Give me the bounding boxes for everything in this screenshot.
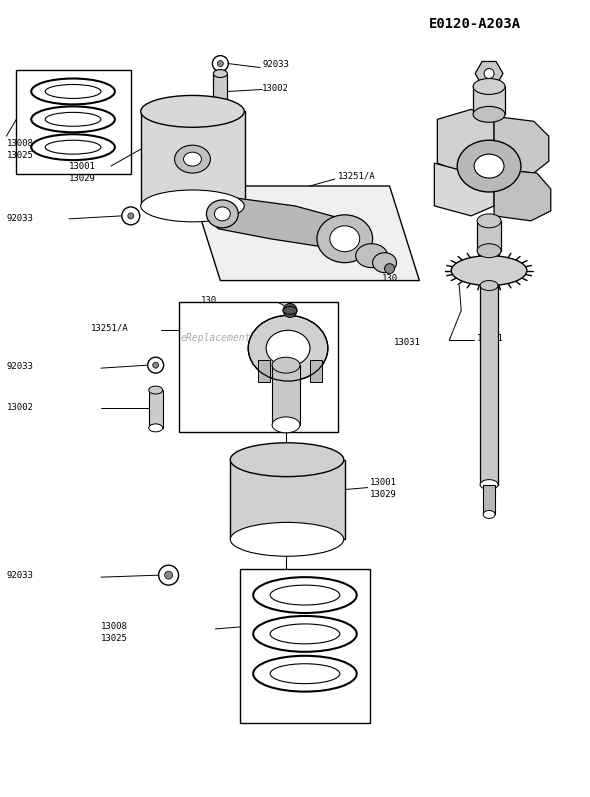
Ellipse shape xyxy=(214,108,227,116)
Polygon shape xyxy=(191,186,419,281)
Ellipse shape xyxy=(248,316,328,381)
Polygon shape xyxy=(494,116,549,173)
Polygon shape xyxy=(494,169,551,221)
Text: 13008: 13008 xyxy=(6,139,33,147)
Bar xyxy=(149,390,163,428)
Ellipse shape xyxy=(272,417,300,433)
Bar xyxy=(141,112,245,206)
Text: 130: 130 xyxy=(201,296,217,305)
Circle shape xyxy=(148,357,163,373)
Ellipse shape xyxy=(477,244,501,257)
Polygon shape xyxy=(434,163,494,216)
Polygon shape xyxy=(475,61,503,85)
Circle shape xyxy=(153,362,159,368)
Ellipse shape xyxy=(270,664,340,684)
Circle shape xyxy=(217,61,224,67)
Text: 13251/A: 13251/A xyxy=(338,171,375,181)
Bar xyxy=(258,360,270,382)
Ellipse shape xyxy=(473,79,505,94)
Text: eReplacementParts.com: eReplacementParts.com xyxy=(181,333,304,344)
Ellipse shape xyxy=(457,140,521,192)
Circle shape xyxy=(165,571,173,579)
Text: 13008: 13008 xyxy=(101,622,128,631)
Ellipse shape xyxy=(480,480,498,489)
Text: 92033: 92033 xyxy=(6,362,33,371)
Text: 13025: 13025 xyxy=(101,634,128,643)
Ellipse shape xyxy=(45,84,101,98)
Text: 13002: 13002 xyxy=(262,84,289,93)
Text: 13029: 13029 xyxy=(69,174,96,183)
Ellipse shape xyxy=(272,357,300,373)
Text: 13251/A: 13251/A xyxy=(91,324,129,333)
Text: 13002: 13002 xyxy=(6,403,33,413)
Circle shape xyxy=(122,207,140,225)
Polygon shape xyxy=(208,198,365,249)
Text: 13025: 13025 xyxy=(6,151,33,159)
Ellipse shape xyxy=(175,145,211,173)
Ellipse shape xyxy=(473,106,505,122)
Circle shape xyxy=(283,304,297,317)
Ellipse shape xyxy=(149,424,163,432)
Ellipse shape xyxy=(45,140,101,154)
Bar xyxy=(214,73,227,112)
Bar xyxy=(483,485,495,514)
Ellipse shape xyxy=(270,624,340,644)
Ellipse shape xyxy=(283,306,297,314)
Text: 13001: 13001 xyxy=(69,162,96,171)
Ellipse shape xyxy=(270,585,340,605)
Text: 92033: 92033 xyxy=(262,60,289,69)
Ellipse shape xyxy=(214,207,230,221)
Circle shape xyxy=(385,264,395,273)
Bar xyxy=(473,87,505,114)
Ellipse shape xyxy=(474,154,504,178)
Circle shape xyxy=(128,213,134,219)
Bar xyxy=(272,365,300,425)
Ellipse shape xyxy=(356,244,388,268)
Ellipse shape xyxy=(183,152,201,166)
Polygon shape xyxy=(437,109,494,176)
Text: E0120-A203A: E0120-A203A xyxy=(430,17,522,31)
Text: 13031: 13031 xyxy=(477,334,504,343)
Ellipse shape xyxy=(480,281,498,291)
Ellipse shape xyxy=(141,190,244,222)
Ellipse shape xyxy=(451,256,527,285)
Text: 92033: 92033 xyxy=(6,214,33,223)
Ellipse shape xyxy=(477,214,501,228)
Ellipse shape xyxy=(149,386,163,394)
Ellipse shape xyxy=(45,112,101,126)
Ellipse shape xyxy=(214,69,227,77)
Circle shape xyxy=(484,69,494,79)
Text: 13001: 13001 xyxy=(370,478,396,487)
Ellipse shape xyxy=(330,226,360,252)
Ellipse shape xyxy=(230,522,344,556)
Bar xyxy=(310,360,322,382)
Bar xyxy=(230,460,345,540)
Text: 92033: 92033 xyxy=(6,571,33,579)
Ellipse shape xyxy=(483,510,495,518)
Bar xyxy=(179,302,338,432)
Text: 13031: 13031 xyxy=(394,338,421,347)
Ellipse shape xyxy=(266,330,310,366)
Ellipse shape xyxy=(141,96,244,128)
Circle shape xyxy=(212,56,228,72)
Bar xyxy=(17,69,131,174)
Ellipse shape xyxy=(317,215,373,263)
Ellipse shape xyxy=(373,253,396,273)
Bar xyxy=(240,569,370,724)
Ellipse shape xyxy=(206,200,238,228)
Text: 130: 130 xyxy=(382,274,398,283)
Text: 13029: 13029 xyxy=(370,490,396,499)
Bar xyxy=(480,285,498,485)
Ellipse shape xyxy=(230,443,344,477)
Bar xyxy=(477,221,501,251)
Circle shape xyxy=(159,565,179,585)
